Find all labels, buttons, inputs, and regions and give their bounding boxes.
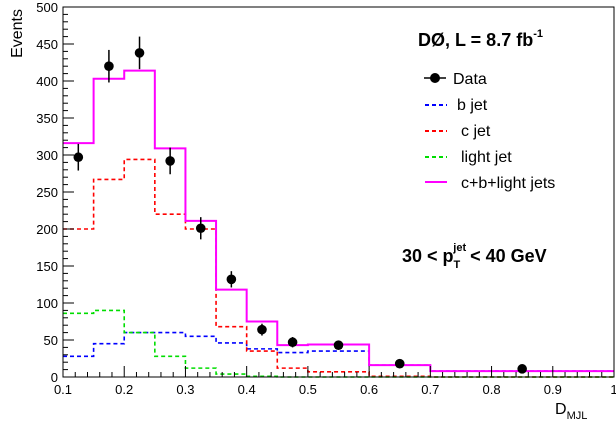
legend-label-light-jet: light jet [461, 149, 512, 166]
experiment-label: DØ, L = 8.7 fb-1 [418, 28, 543, 50]
data-point [73, 152, 84, 163]
series-c-b-light-jets [63, 69, 614, 373]
y-tick-label: 200 [36, 222, 58, 237]
pt-range-label: 30 < pTjet < 40 GeV [402, 242, 547, 271]
experiment-label-main: DØ, L = 8.7 fb [418, 30, 533, 50]
data-point [134, 48, 145, 58]
y-tick-label: 500 [36, 0, 58, 15]
plot-frame [62, 6, 615, 378]
y-tick-label: 450 [36, 37, 58, 52]
x-axis-title: DMJL [555, 401, 587, 422]
series-light-jet [63, 309, 614, 378]
x-tick-label: 0.3 [176, 382, 194, 397]
y-tick-label: 50 [44, 333, 58, 348]
legend-item-light-jet: light jet [425, 149, 512, 166]
y-tick-label: 350 [36, 111, 58, 126]
legend-label-data: Data [453, 71, 487, 88]
pt-label-sub: T [454, 259, 461, 271]
data-point [195, 223, 206, 234]
legend-item-sum: c+b+light jets [425, 175, 555, 192]
legend: Data b jet c jet light jet c+b+light jet… [424, 71, 555, 192]
y-tick-label: 400 [36, 74, 58, 89]
data-point [165, 156, 175, 166]
y-tick-label: 0 [51, 370, 58, 385]
pt-label-sup: jet [452, 242, 466, 254]
experiment-label-exp: -1 [533, 28, 543, 40]
data-point [333, 340, 344, 350]
data-points-layer [73, 36, 527, 374]
x-tick-label: 0.5 [299, 382, 317, 397]
x-tick-label: 0.2 [115, 382, 133, 397]
series-b-jet [63, 331, 614, 372]
x-tick-label: 0.6 [360, 382, 378, 397]
data-point [104, 61, 114, 71]
data-point [517, 364, 527, 374]
series-layer [63, 69, 614, 378]
pt-label-prefix: 30 < p [402, 246, 454, 266]
legend-item-c-jet: c jet [425, 123, 491, 140]
data-point [226, 274, 237, 285]
data-point [257, 324, 267, 335]
x-tick-label: 1 [610, 382, 616, 397]
legend-label-c-jet: c jet [461, 123, 491, 140]
y-tick-label: 250 [36, 185, 58, 200]
x-tick-label: 0.8 [483, 382, 501, 397]
ticks-layer: 0.1 0.2 0.3 0.4 0.5 0.6 0.7 0.8 0.9 1 0 50 100 150 200… [36, 0, 616, 397]
y-tick-label: 150 [36, 259, 58, 274]
x-tick-label: 0.7 [421, 382, 439, 397]
legend-item-b-jet: b jet [425, 97, 488, 114]
data-point [287, 337, 298, 348]
y-tick-label: 100 [36, 296, 58, 311]
x-tick-label: 0.1 [54, 382, 72, 397]
x-tick-label: 0.4 [238, 382, 256, 397]
legend-item-data: Data [424, 71, 487, 88]
y-tick-label: 300 [36, 148, 58, 163]
x-tick-label: 0.9 [544, 382, 562, 397]
legend-label-sum: c+b+light jets [461, 175, 555, 192]
data-point [394, 358, 405, 369]
legend-label-b-jet: b jet [457, 97, 488, 114]
y-axis-title: Events [9, 9, 26, 58]
x-axis-title-main: D [555, 401, 567, 418]
legend-data-marker [430, 73, 440, 83]
x-axis-title-sub: MJL [567, 410, 588, 422]
pt-label-suffix: < 40 GeV [470, 246, 547, 266]
